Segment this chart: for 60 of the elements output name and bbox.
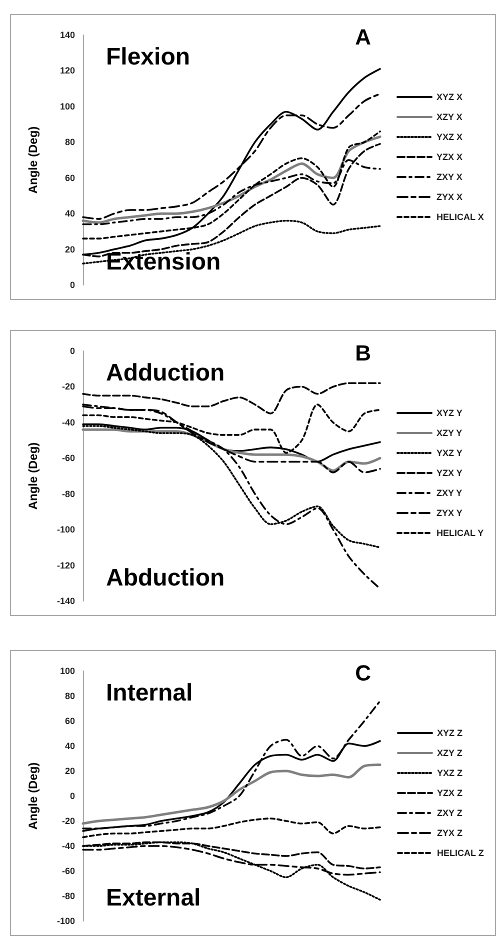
legend-label: ZXY Z: [437, 808, 463, 818]
annotation: Extension: [106, 248, 221, 276]
y-tick-label: -140: [56, 596, 75, 606]
annotation: External: [106, 884, 201, 912]
y-tick-label: 20: [64, 766, 75, 776]
legend-label: XZY Z: [437, 748, 463, 758]
legend-label: XYZ Z: [437, 728, 464, 738]
y-axis-title: Angle (Deg): [26, 126, 40, 194]
legend-label: YXZ Z: [437, 768, 464, 778]
legend-label: HELICAL X: [436, 212, 484, 222]
y-tick-label: 100: [60, 666, 75, 676]
legend-label: YZX Y: [436, 468, 462, 478]
y-axis-title: Angle (Deg): [26, 762, 40, 830]
y-tick-label: -100: [56, 524, 75, 535]
y-tick-label: -40: [62, 841, 75, 851]
legend-label: YXZ Y: [436, 448, 462, 458]
y-tick-label: 20: [64, 244, 75, 254]
legend-label: ZYX X: [436, 192, 463, 202]
y-axis-title: Angle (Deg): [26, 442, 40, 510]
y-tick-label: 60: [64, 716, 75, 726]
legend-label: YZX X: [436, 152, 463, 162]
y-tick-label: 140: [60, 30, 75, 40]
annotation: Internal: [106, 680, 193, 706]
y-tick-label: 100: [60, 101, 75, 112]
legend-label: HELICAL Y: [436, 528, 484, 538]
legend-label: ZXY Y: [436, 488, 462, 498]
chart-title: C: [355, 660, 372, 686]
y-tick-label: -20: [62, 816, 75, 826]
y-tick-label: -60: [62, 866, 75, 876]
y-tick-label: -40: [62, 417, 75, 428]
y-tick-label: -20: [62, 382, 75, 392]
chart-title: B: [355, 340, 372, 366]
y-tick-label: -80: [62, 488, 75, 499]
annotation: Flexion: [106, 44, 190, 70]
legend-label: ZXY X: [436, 172, 462, 182]
y-tick-label: 0: [70, 346, 75, 356]
legend-label: ZYX Y: [436, 508, 462, 518]
legend-label: YZX Z: [437, 788, 464, 798]
legend-label: YXZ X: [436, 132, 463, 142]
y-tick-label: -60: [62, 453, 75, 464]
y-tick-label: 60: [64, 172, 75, 183]
y-tick-label: 80: [64, 691, 75, 701]
y-tick-label: -120: [56, 560, 75, 570]
legend-label: XYZ Y: [436, 408, 462, 418]
y-tick-label: -80: [62, 891, 75, 901]
legend-label: XZY Y: [436, 428, 462, 438]
y-tick-label: -100: [56, 916, 75, 926]
y-tick-label: 0: [70, 791, 75, 801]
annotation: Abduction: [106, 564, 225, 592]
y-tick-label: 40: [64, 208, 75, 219]
chart-title: A: [355, 24, 372, 50]
legend-label: ZYX Z: [437, 828, 464, 838]
annotation: Adduction: [106, 360, 225, 386]
y-tick-label: 80: [64, 137, 75, 148]
y-tick-label: 120: [60, 66, 75, 76]
y-tick-label: 40: [64, 741, 75, 751]
y-tick-label: 0: [70, 280, 75, 290]
legend-label: XYZ X: [436, 92, 463, 102]
legend-label: HELICAL Z: [437, 848, 484, 858]
legend-label: XZY X: [436, 112, 462, 122]
